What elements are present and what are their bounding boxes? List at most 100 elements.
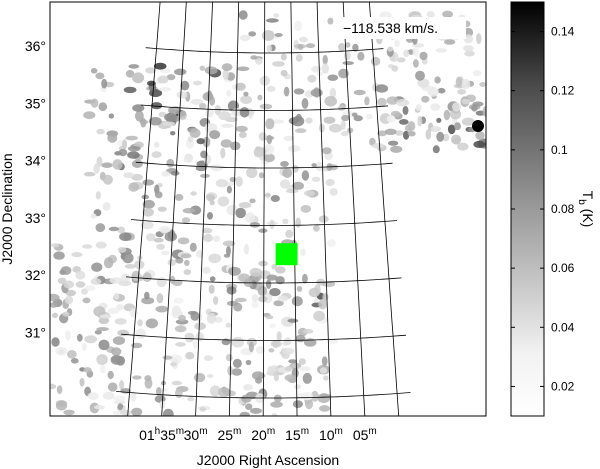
map-pixel [199, 407, 206, 412]
map-pixel [249, 222, 261, 228]
map-pixel [283, 135, 295, 141]
map-pixel [341, 114, 350, 122]
map-pixel [479, 82, 486, 87]
map-pixel [298, 366, 311, 371]
map-pixel [417, 115, 423, 127]
map-pixel [338, 43, 346, 52]
colorbar-title: Tb (K) [576, 191, 596, 228]
map-pixel [103, 257, 114, 269]
map-pixel [120, 409, 132, 416]
map-pixel [296, 286, 303, 292]
map-pixel [295, 334, 306, 343]
map-pixel [452, 102, 461, 112]
map-pixel [112, 410, 122, 416]
map-pixel [65, 289, 76, 297]
map-pixel [161, 171, 170, 177]
map-pixel [84, 285, 96, 291]
map-pixel [206, 312, 217, 324]
map-pixel [225, 322, 232, 328]
map-pixel [327, 74, 339, 81]
map-pixel [162, 355, 173, 360]
map-pixel [59, 348, 65, 355]
map-pixel [257, 94, 263, 101]
colorbar-tick-label: 0.1 [551, 143, 568, 157]
map-pixel [461, 117, 475, 126]
map-pixel [287, 318, 299, 323]
map-pixel [301, 98, 309, 109]
map-pixel [262, 30, 275, 41]
map-pixel [209, 200, 215, 206]
map-pixel [274, 33, 283, 37]
map-pixel [289, 362, 302, 370]
map-pixel [144, 291, 150, 300]
map-pixel [461, 78, 471, 90]
map-pixel [79, 377, 85, 387]
map-pixel [394, 130, 404, 136]
map-pixel [277, 295, 289, 302]
map-pixel [351, 112, 358, 117]
map-pixel [214, 316, 223, 323]
dec-grid-line [130, 219, 398, 226]
map-pixel [455, 76, 463, 88]
map-pixel [117, 403, 124, 411]
map-pixel [128, 182, 139, 192]
map-pixel [291, 165, 299, 173]
map-pixel [293, 88, 305, 95]
map-pixel [90, 213, 97, 219]
colorbar-tick-label: 0.14 [551, 25, 575, 39]
ra-tick-label: 05m [353, 426, 377, 443]
map-pixel [310, 390, 319, 402]
map-pixel [250, 407, 262, 414]
map-pixel [98, 339, 110, 351]
map-pixel [294, 20, 303, 32]
map-pixel [51, 337, 60, 347]
map-pixel [174, 193, 184, 201]
map-pixel [50, 383, 57, 390]
map-pixel [282, 218, 289, 225]
colorbar-tick-label: 0.06 [551, 261, 575, 275]
map-pixel [145, 67, 157, 74]
map-pixel [415, 104, 422, 111]
marker-layer [275, 243, 298, 266]
map-pixel [167, 259, 176, 266]
map-pixel [175, 319, 189, 325]
map-pixel [264, 192, 271, 198]
dec-tick-label: 33° [25, 210, 46, 226]
map-pixel [250, 55, 258, 60]
map-pixel [287, 145, 301, 153]
map-pixel [255, 377, 263, 384]
map-pixel [454, 122, 461, 131]
map-pixel [125, 69, 135, 78]
map-pixel [304, 398, 314, 410]
emission-map [50, 10, 486, 416]
map-pixel [326, 339, 339, 344]
map-pixel [187, 397, 195, 402]
map-pixel [377, 97, 387, 107]
map-pixel [463, 45, 474, 52]
map-pixel [225, 353, 233, 362]
map-pixel [249, 198, 256, 204]
map-pixel [245, 359, 252, 366]
map-pixel [178, 314, 187, 322]
map-pixel [82, 244, 93, 249]
map-pixel [311, 163, 317, 168]
map-pixel [128, 146, 141, 152]
map-pixel [109, 277, 123, 284]
map-pixel [245, 403, 253, 411]
map-pixel [275, 276, 285, 285]
map-pixel [273, 13, 280, 18]
map-pixel [202, 266, 211, 274]
map-pixel [190, 98, 204, 105]
map-pixel [202, 92, 214, 101]
map-pixel [403, 130, 410, 140]
map-pixel [93, 163, 100, 174]
map-pixel [285, 188, 299, 194]
map-pixel [321, 356, 328, 367]
map-pixel [323, 116, 336, 124]
map-pixel [436, 117, 442, 123]
map-pixel [294, 128, 307, 134]
map-pixel [352, 43, 359, 52]
map-pixel [153, 141, 160, 148]
map-pixel [243, 243, 249, 255]
map-pixel [305, 43, 316, 49]
